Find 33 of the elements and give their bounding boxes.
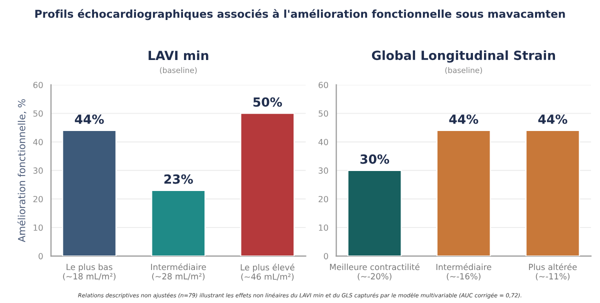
data-label: 44% <box>449 114 478 124</box>
x-tick-label: Le plus bas (~18 mL/m²) <box>63 264 116 280</box>
x-tick-label: Intermédiaire (~-16%) <box>436 263 492 280</box>
text: Profils échocardiographiques associés à l'amélioration fonctionnelle sous mavacamten <box>35 9 565 20</box>
y-tick-label: 20 <box>33 196 43 202</box>
y-tick-label: 20 <box>318 196 328 202</box>
x-tick-label: Intermédiaire (~28 mL/m²) <box>151 263 206 280</box>
bar <box>62 130 117 256</box>
data-label: 30% <box>360 154 390 164</box>
y-tick-label: 10 <box>34 224 43 231</box>
y-tick-label: 60 <box>318 82 328 88</box>
data-label: 23% <box>164 174 193 184</box>
y-tick-label: 50 <box>318 110 328 117</box>
bar <box>240 112 295 256</box>
y-tick-label: 30 <box>318 167 328 174</box>
y-tick-label: 0 <box>38 253 43 260</box>
x-tick-label: Plus altérée (~-11%) <box>529 263 577 280</box>
y-axis-title: Amélioration fonctionnelle, % <box>17 99 26 242</box>
data-label: 44% <box>538 114 568 124</box>
y-tick-label: 0 <box>324 253 328 260</box>
y-tick-label: 40 <box>318 138 328 146</box>
x-tick-label: Meilleure contractilité (~-20%) <box>330 263 420 280</box>
data-label: 44% <box>74 114 104 124</box>
y-tick-label: 10 <box>318 224 328 231</box>
y-tick-label: 50 <box>33 110 43 117</box>
chart-title: Global Longitudinal Strain <box>372 50 556 63</box>
y-tick-label: 60 <box>33 82 43 88</box>
y-tick-label: 40 <box>33 138 43 146</box>
chart-title: LAVI min <box>148 50 208 60</box>
y-tick-label: 30 <box>33 167 43 174</box>
x-tick-label: Le plus élevé (~46 mL/m²) <box>240 264 294 281</box>
data-label: 50% <box>253 97 282 107</box>
bar <box>151 190 206 256</box>
